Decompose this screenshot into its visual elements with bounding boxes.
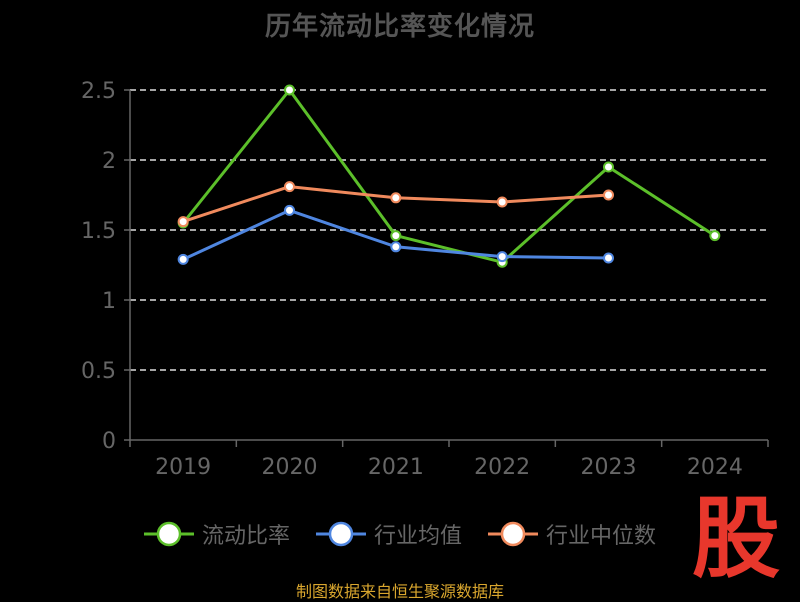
data-point [284,204,295,216]
legend-item[interactable]: 行业均值 [315,518,462,550]
y-tick-label: 2 [102,149,116,174]
data-point [603,161,614,173]
data-point [603,189,614,201]
legend-swatch-marker [156,521,182,547]
x-tick-label: 2021 [368,455,424,480]
y-tick-label: 0 [102,429,116,454]
source-note: 制图数据来自恒生聚源数据库 [295,582,504,601]
y-tick-label: 0.5 [81,359,116,384]
legend-label: 行业中位数 [546,524,657,549]
grid-layer [130,89,768,371]
series-layer [177,84,721,268]
legend-label: 流动比率 [201,524,290,549]
data-point [496,251,508,263]
x-tick-label: 2023 [581,455,637,480]
data-point [177,216,189,228]
series-line [181,88,716,264]
x-tick-label: 2024 [687,455,743,480]
data-point [177,253,189,265]
legend-swatch-marker [500,521,526,547]
legend-swatch-marker [328,521,354,547]
legend-item[interactable]: 行业中位数 [488,518,656,550]
data-point [603,252,614,264]
data-point [390,241,402,253]
y-tick-label: 1 [102,289,116,314]
y-tick-label: 1.5 [81,219,116,244]
data-point [390,230,402,242]
data-point [284,181,295,193]
data-point [284,84,295,96]
legend-label: 行业均值 [373,524,462,549]
legend-swatch [488,521,538,547]
axis-layer: 0 0.5 1 1.5 2 2.5 2019 2020 2021 2022 2023 2024 [81,79,769,480]
data-point [390,192,402,204]
legend-item[interactable]: 流动比率 [143,518,290,550]
legend: 流动比率 行业均值 行业中位数 [0,518,800,550]
data-point [709,230,721,242]
x-tick-label: 2022 [474,455,530,480]
legend-swatch [315,521,366,547]
chart-title: 历年流动比率变化情况 [264,12,535,42]
x-tick-label: 2020 [262,455,318,480]
legend-swatch [143,521,194,547]
series-line [182,185,609,224]
data-point [496,196,508,208]
y-tick-label: 2.5 [81,79,116,104]
logo-mark: 股 [692,486,781,590]
x-tick-label: 2019 [155,455,211,480]
